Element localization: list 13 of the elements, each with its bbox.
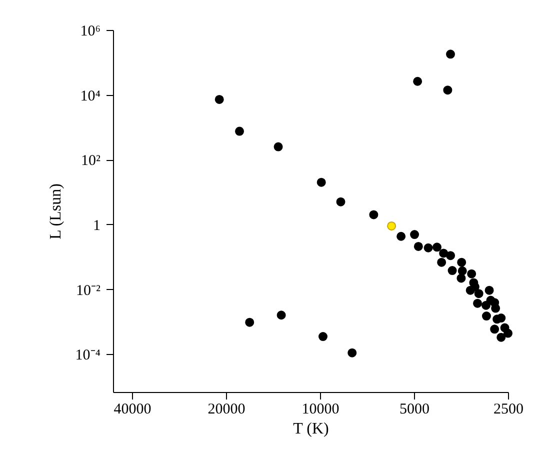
x-tick-label: 20000 (208, 402, 246, 418)
x-tick-label: 2500 (494, 402, 524, 418)
x-tick-label: 40000 (114, 402, 152, 418)
x-axis-title: T (K) (293, 420, 329, 438)
y-tick-label: 10⁻⁴ (75, 348, 100, 364)
y-tick-label: 10⁴ (80, 88, 100, 104)
y-tick-label: 1 (93, 218, 100, 234)
y-axis-title: L (Lsun) (47, 184, 64, 240)
y-tick-label: 10² (81, 153, 101, 170)
x-tick-label: 5000 (399, 402, 430, 418)
y-tick-label: 10⁶ (80, 24, 100, 40)
x-tick-label: 10000 (302, 402, 340, 418)
y-tick-label: 10⁻² (76, 282, 101, 299)
